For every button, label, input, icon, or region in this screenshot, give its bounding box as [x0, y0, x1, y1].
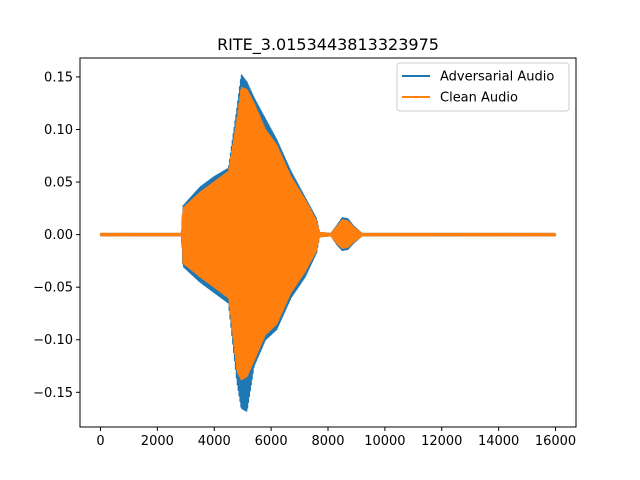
legend: Adversarial Audio Clean Audio: [396, 62, 570, 112]
x-tick-label: 0: [96, 434, 104, 449]
y-axis: 0.15 0.10 0.05 0.00 −0.05 −0.10 −0.15: [33, 70, 80, 401]
x-tick-label: 10000: [364, 434, 405, 449]
y-tick-label: 0.15: [44, 70, 73, 85]
y-tick-label: −0.10: [33, 333, 73, 348]
chart-title: RITE_3.0153443813323975: [217, 35, 439, 55]
x-axis: 0 2000 4000 6000 8000 10000 12000 14000 16000: [96, 427, 576, 449]
y-tick-label: 0.10: [44, 123, 73, 138]
x-tick-label: 14000: [478, 434, 519, 449]
y-tick-label: 0.05: [44, 176, 73, 191]
x-tick-label: 16000: [535, 434, 576, 449]
legend-frame: [396, 62, 570, 112]
series-layer: [99, 74, 557, 412]
x-tick-label: 8000: [311, 434, 344, 449]
y-tick-label: 0.00: [44, 228, 73, 243]
series-line-clean-audio: [99, 86, 557, 381]
y-tick-label: −0.05: [33, 281, 73, 296]
x-tick-label: 4000: [198, 434, 231, 449]
x-tick-label: 2000: [141, 434, 174, 449]
y-tick-label: −0.15: [33, 386, 73, 401]
legend-label-adversarial-audio: Adversarial Audio: [440, 70, 554, 85]
x-tick-label: 12000: [421, 434, 462, 449]
legend-label-clean-audio: Clean Audio: [440, 91, 518, 106]
x-tick-label: 6000: [255, 434, 288, 449]
